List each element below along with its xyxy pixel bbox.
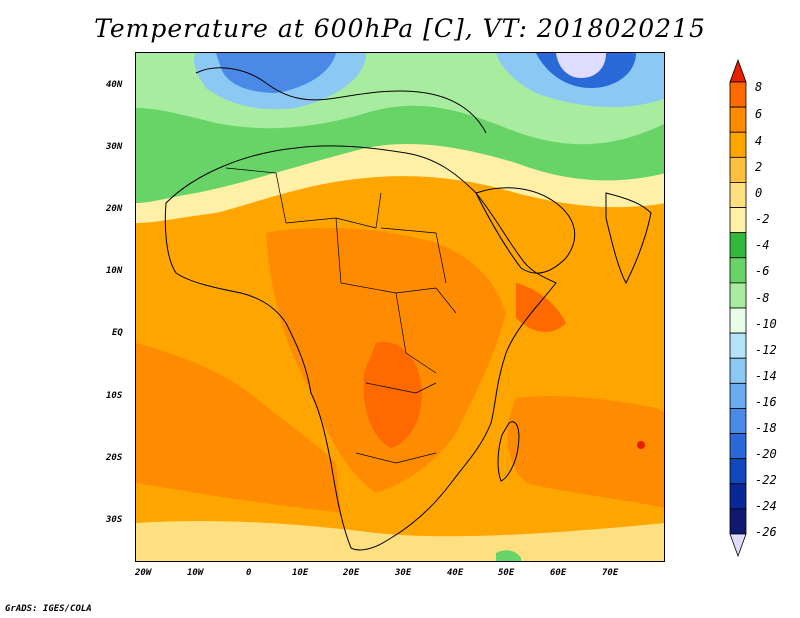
temperature-map: [135, 52, 665, 562]
colorbar-label-minus-22: -22: [755, 473, 777, 487]
grads-credit: GrADS: IGES/COLA: [5, 604, 92, 614]
colorbar-segment: [729, 508, 747, 535]
field-africa-hottest: [363, 342, 422, 448]
colorbar-segment: [729, 81, 747, 108]
colorbar-label-minus-12: -12: [755, 343, 777, 357]
colorbar-segment: [729, 458, 747, 485]
colorbar-segment: [729, 282, 747, 309]
field-south-green-patch: [496, 550, 521, 561]
colorbar-label-8: 8: [755, 80, 763, 94]
field-colder-europe: [216, 53, 336, 93]
colorbar-label-minus-4: -4: [755, 238, 770, 252]
india-coastline: [605, 192, 652, 285]
colorbar-label-minus-10: -10: [755, 317, 777, 331]
colorbar-segment: [729, 357, 747, 384]
colorbar: [729, 58, 747, 558]
lon-label-30e: 30E: [395, 568, 412, 578]
lat-label-30s: 30S: [106, 515, 123, 525]
country-borders: [225, 167, 457, 464]
lon-label-70e: 70E: [602, 568, 619, 578]
cyclone-marker: [637, 441, 645, 449]
lat-label-40n: 40N: [106, 80, 123, 90]
colorbar-label-2: 2: [755, 160, 763, 174]
colorbar-label-minus-8: -8: [755, 291, 770, 305]
field-east-africa-hot: [516, 283, 566, 333]
colorbar-label-minus-20: -20: [755, 447, 777, 461]
lon-label-0: 0: [246, 568, 252, 578]
madagascar-coastline: [497, 421, 520, 482]
field-south-indian: [507, 396, 664, 508]
lon-label-10w: 10W: [187, 568, 204, 578]
colorbar-segment: [729, 408, 747, 434]
temperature-field: [136, 53, 664, 561]
africa-coastline: [164, 145, 557, 551]
colorbar-label-4: 4: [755, 134, 763, 148]
lon-label-20w: 20W: [135, 568, 152, 578]
colorbar-segment: [729, 332, 747, 359]
field-south-atlantic: [136, 343, 341, 513]
lat-label-eq: EQ: [112, 328, 123, 338]
colorbar-label-minus-16: -16: [755, 395, 777, 409]
arabia-coastline: [475, 187, 576, 274]
colorbar-top-arrow: [729, 58, 747, 83]
colorbar-label-minus-18: -18: [755, 421, 777, 435]
colorbar-label-minus-24: -24: [755, 499, 777, 513]
lon-label-10e: 10E: [292, 568, 309, 578]
colorbar-segment: [729, 433, 747, 460]
lat-label-30n: 30N: [106, 142, 123, 152]
lon-label-50e: 50E: [498, 568, 515, 578]
lon-label-40e: 40E: [447, 568, 464, 578]
colorbar-label-minus-6: -6: [755, 264, 770, 278]
colorbar-segment: [729, 156, 747, 183]
lat-label-20n: 20N: [106, 204, 123, 214]
field-coldest-asia: [556, 53, 606, 78]
colorbar-bottom-arrow: [729, 533, 747, 558]
colorbar-segment: [729, 483, 747, 510]
colorbar-segment: [729, 131, 747, 158]
lat-label-20s: 20S: [106, 453, 123, 463]
lon-label-20e: 20E: [343, 568, 360, 578]
lat-label-10s: 10S: [106, 391, 123, 401]
colorbar-segment: [729, 106, 747, 133]
colorbar-segment: [729, 232, 747, 259]
field-south-cool: [136, 521, 664, 561]
colorbar-label-minus-26: -26: [755, 525, 777, 539]
colorbar-segment: [729, 207, 747, 234]
europe-coastline: [195, 67, 487, 134]
colorbar-label-0: 0: [755, 186, 763, 200]
colorbar-label-minus-2: -2: [755, 212, 770, 226]
lat-label-10n: 10N: [106, 266, 123, 276]
chart-title: Temperature at 600hPa [C], VT: 201802021…: [94, 14, 706, 43]
colorbar-segment: [729, 257, 747, 284]
colorbar-label-6: 6: [755, 107, 763, 121]
colorbar-segment: [729, 382, 747, 409]
lon-label-60e: 60E: [550, 568, 567, 578]
colorbar-segment: [729, 307, 747, 334]
colorbar-label-minus-14: -14: [755, 369, 777, 383]
colorbar-segment: [729, 182, 747, 208]
